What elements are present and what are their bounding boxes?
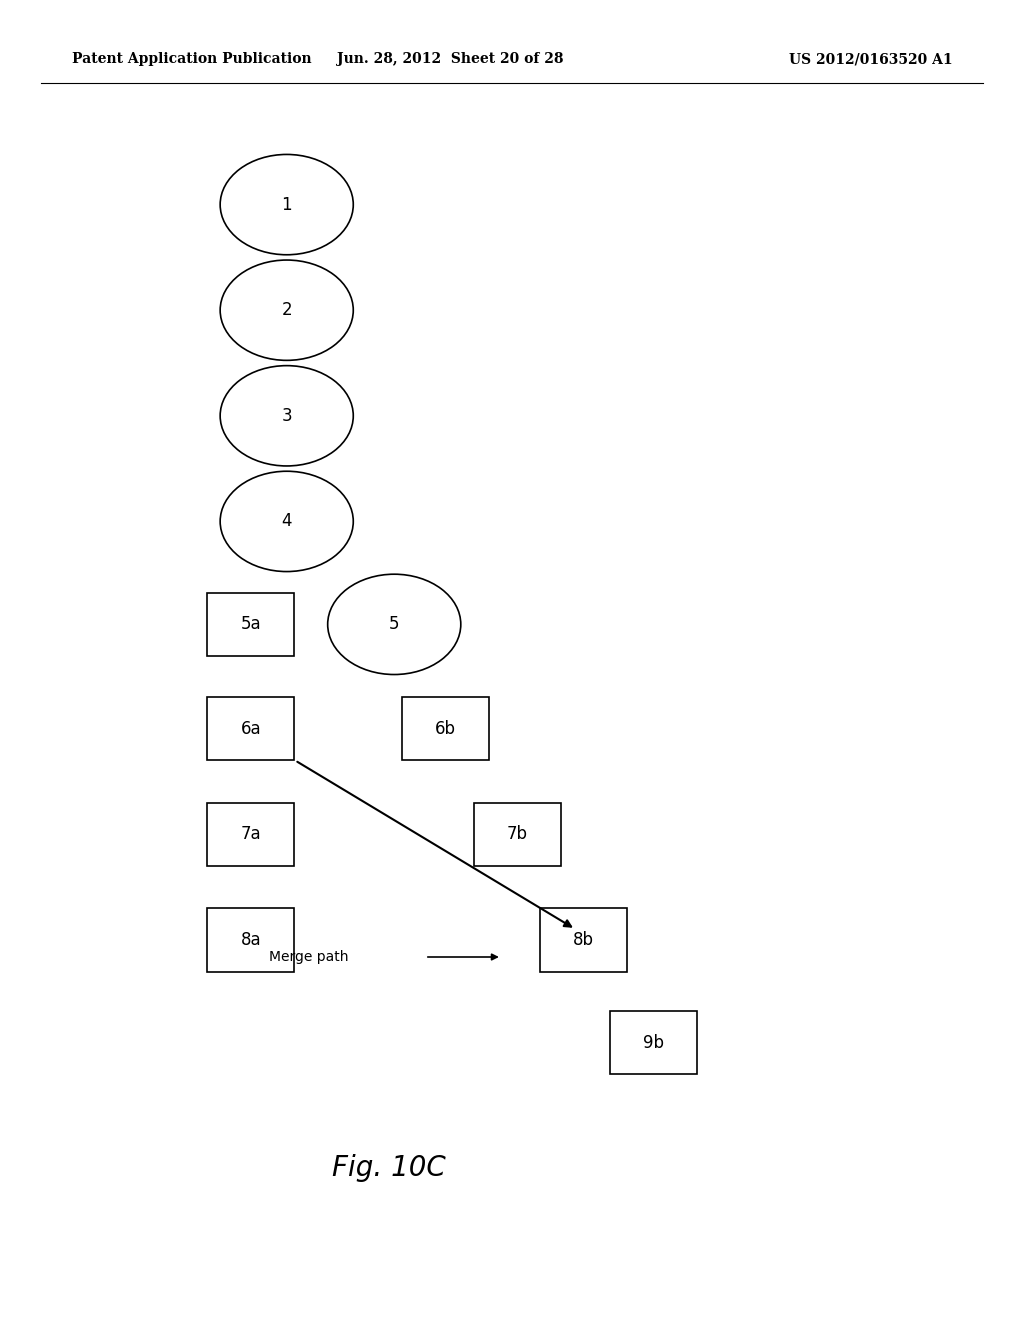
FancyBboxPatch shape — [207, 697, 295, 760]
FancyBboxPatch shape — [207, 593, 295, 656]
FancyBboxPatch shape — [401, 697, 489, 760]
FancyBboxPatch shape — [610, 1011, 696, 1074]
Text: 8b: 8b — [573, 931, 594, 949]
Text: 6a: 6a — [241, 719, 261, 738]
FancyBboxPatch shape — [541, 908, 627, 972]
Text: 7a: 7a — [241, 825, 261, 843]
Text: 8a: 8a — [241, 931, 261, 949]
Text: 3: 3 — [282, 407, 292, 425]
FancyBboxPatch shape — [207, 908, 295, 972]
Text: 9b: 9b — [643, 1034, 664, 1052]
Ellipse shape — [220, 366, 353, 466]
Text: US 2012/0163520 A1: US 2012/0163520 A1 — [788, 53, 952, 66]
Text: 4: 4 — [282, 512, 292, 531]
Text: 5a: 5a — [241, 615, 261, 634]
Text: 1: 1 — [282, 195, 292, 214]
Ellipse shape — [220, 471, 353, 572]
Ellipse shape — [220, 154, 353, 255]
Text: 6b: 6b — [435, 719, 456, 738]
Text: Jun. 28, 2012  Sheet 20 of 28: Jun. 28, 2012 Sheet 20 of 28 — [337, 53, 564, 66]
Text: 2: 2 — [282, 301, 292, 319]
Ellipse shape — [328, 574, 461, 675]
Text: 5: 5 — [389, 615, 399, 634]
FancyBboxPatch shape — [207, 803, 295, 866]
Text: Fig. 10C: Fig. 10C — [332, 1154, 446, 1183]
FancyBboxPatch shape — [473, 803, 561, 866]
Ellipse shape — [220, 260, 353, 360]
Text: 7b: 7b — [507, 825, 527, 843]
Text: Merge path: Merge path — [268, 950, 348, 964]
Text: Patent Application Publication: Patent Application Publication — [72, 53, 311, 66]
